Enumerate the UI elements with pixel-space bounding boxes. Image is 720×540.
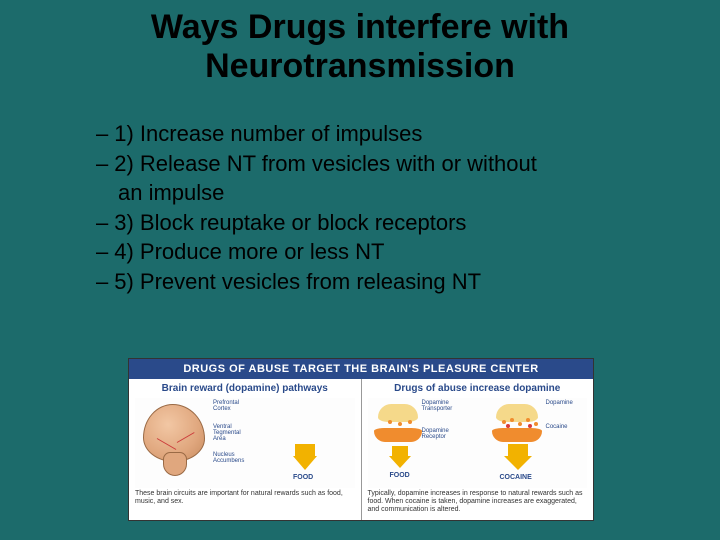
cocaine-dot-icon (528, 424, 532, 428)
arrow-label-food: FOOD (390, 472, 410, 479)
dopamine-dot-icon (526, 418, 530, 422)
dash-icon: – (96, 238, 108, 266)
label-prefrontal: PrefrontalCortex (213, 400, 239, 412)
arrow-head-icon (293, 456, 317, 470)
dopamine-dot-icon (518, 422, 522, 426)
arrow-label-food: FOOD (293, 474, 313, 481)
embedded-figure: DRUGS OF ABUSE TARGET THE BRAIN'S PLEASU… (128, 358, 594, 521)
label-receptor: DopamineReceptor (422, 428, 449, 440)
slide-title: Ways Drugs interfere with Neurotransmiss… (0, 0, 720, 86)
list-item: – 2) Release NT from vesicles with or wi… (96, 150, 640, 178)
cell-shape (496, 404, 538, 422)
label-transporter: DopamineTransporter (422, 400, 453, 412)
figure-right-panel: Drugs of abuse increase dopamine Dopamin… (361, 379, 594, 520)
list-item: – 4) Produce more or less NT (96, 238, 640, 266)
label-dopamine: Dopamine (546, 400, 573, 406)
brain-diagram: PrefrontalCortex VentralTegmentalArea Nu… (135, 398, 355, 488)
dopamine-dot-icon (398, 422, 402, 426)
dash-icon: – (96, 209, 108, 237)
cell-shape (378, 404, 418, 422)
bullet-list: – 1) Increase number of impulses – 2) Re… (96, 120, 640, 295)
arrow-icon (508, 444, 528, 456)
cocaine-dot-icon (506, 424, 510, 428)
bullet-text: 4) Produce more or less NT (114, 238, 640, 266)
dopamine-dot-icon (388, 420, 392, 424)
dopamine-dot-icon (534, 422, 538, 426)
list-item: – 1) Increase number of impulses (96, 120, 640, 148)
brain-icon (143, 404, 207, 474)
figure-right-caption: Typically, dopamine increases in respons… (368, 490, 588, 514)
arrow-label-cocaine: COCAINE (500, 474, 532, 481)
list-item: – 3) Block reuptake or block receptors (96, 209, 640, 237)
figure-body: Brain reward (dopamine) pathways Prefron… (129, 379, 593, 520)
dopamine-dot-icon (510, 418, 514, 422)
arrow-icon (392, 446, 408, 456)
dopamine-dot-icon (502, 420, 506, 424)
arrow-icon (295, 444, 315, 456)
bullet-text: an impulse (118, 179, 640, 207)
dopamine-dot-icon (408, 420, 412, 424)
arrow-head-icon (389, 456, 411, 468)
bullet-text: 3) Block reuptake or block receptors (114, 209, 640, 237)
figure-right-title: Drugs of abuse increase dopamine (368, 383, 588, 394)
figure-header: DRUGS OF ABUSE TARGET THE BRAIN'S PLEASU… (129, 359, 593, 379)
figure-left-caption: These brain circuits are important for n… (135, 490, 355, 506)
cell-shape (374, 428, 422, 442)
slide: Ways Drugs interfere with Neurotransmiss… (0, 0, 720, 540)
arrow-head-icon (504, 456, 532, 470)
figure-left-panel: Brain reward (dopamine) pathways Prefron… (129, 379, 361, 520)
bullet-text: 2) Release NT from vesicles with or with… (114, 150, 640, 178)
dash-icon: – (96, 268, 108, 296)
list-item-continuation: an impulse (118, 179, 640, 207)
figure-left-title: Brain reward (dopamine) pathways (135, 383, 355, 394)
dopamine-diagram: DopamineTransporter DopamineReceptor FOO… (368, 398, 588, 488)
title-line-2: Neurotransmission (205, 47, 515, 85)
label-nac: NucleusAccumbens (213, 452, 244, 464)
cell-shape (492, 428, 542, 442)
bullet-text: 5) Prevent vesicles from releasing NT (114, 268, 640, 296)
title-line-1: Ways Drugs interfere with (151, 8, 569, 46)
bullet-text: 1) Increase number of impulses (114, 120, 640, 148)
list-item: – 5) Prevent vesicles from releasing NT (96, 268, 640, 296)
label-cocaine: Cocaine (546, 424, 568, 430)
dash-icon: – (96, 150, 108, 178)
dash-icon: – (96, 120, 108, 148)
label-vta: VentralTegmentalArea (213, 424, 241, 442)
